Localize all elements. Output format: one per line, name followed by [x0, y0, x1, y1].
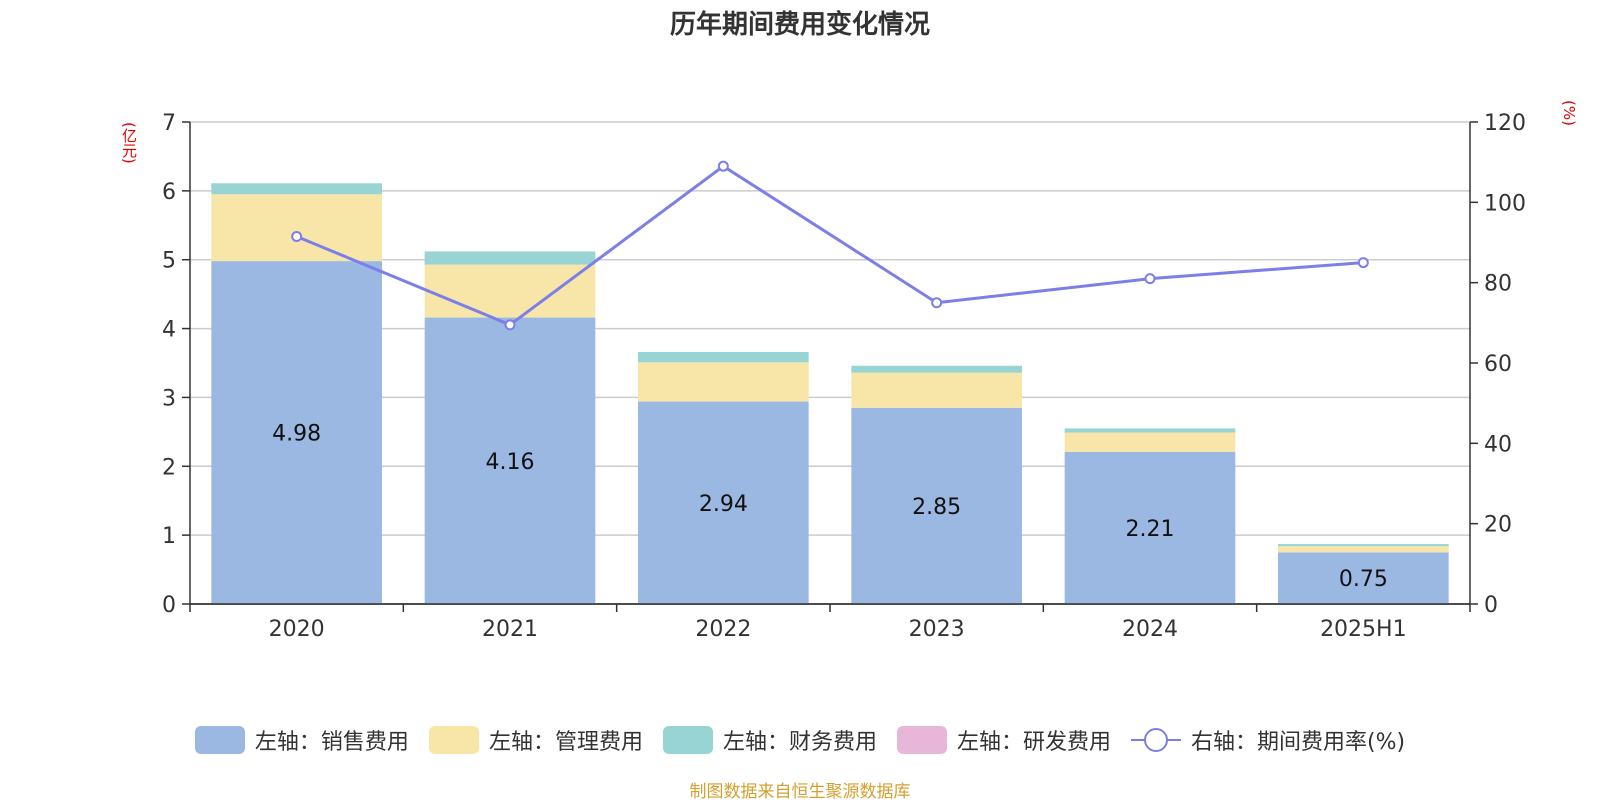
legend-item-admin[interactable]: 左轴：管理费用 — [428, 724, 643, 756]
bar-data-label: 4.16 — [486, 450, 535, 475]
source-note: 制图数据来自恒生聚源数据库 — [689, 782, 911, 802]
expense-rate-point — [931, 297, 943, 309]
left-axis-tick-label: 6 — [162, 180, 176, 205]
left-axis-tick-label: 0 — [162, 593, 176, 618]
left-axis-tick-label: 3 — [162, 386, 176, 411]
legend-item-expense-rate[interactable]: 右轴：期间费用率(%) — [1130, 724, 1406, 756]
bar-segment — [1064, 451, 1236, 604]
legend-swatch-rnd — [896, 726, 947, 754]
legend-label-admin: 左轴：管理费用 — [488, 730, 643, 755]
legend-label-expense-rate: 右轴：期间费用率(%) — [1190, 730, 1406, 755]
right-axis-unit: (%) — [1560, 100, 1578, 126]
bar-data-label: 2.94 — [699, 492, 748, 517]
legend-item-finance[interactable]: 左轴：财务费用 — [662, 724, 877, 756]
legend-item-rnd[interactable]: 左轴：研发费用 — [896, 724, 1111, 756]
legend-swatch-sales — [194, 726, 245, 754]
left-axis-tick-label: 2 — [162, 455, 176, 480]
right-axis-tick-label: 20 — [1484, 513, 1512, 538]
bar-segment — [1278, 552, 1449, 604]
bar-data-label: 2.21 — [1126, 517, 1175, 542]
chart-title: 历年期间费用变化情况 — [669, 10, 930, 40]
grid-lines — [190, 121, 1470, 605]
legend-item-sales[interactable]: 左轴：销售费用 — [194, 724, 409, 756]
right-axis-tick-label: 100 — [1484, 191, 1526, 216]
bar-series — [211, 183, 1449, 604]
right-axis-tick-label: 120 — [1484, 111, 1526, 136]
bar-segment — [851, 365, 1022, 373]
x-axis-tick-label: 2024 — [1122, 617, 1178, 642]
right-axis-tick-label: 40 — [1484, 432, 1512, 457]
bar-data-label: 2.85 — [912, 495, 961, 520]
expense-rate-point — [1144, 273, 1156, 285]
bar-segment — [424, 251, 596, 265]
bar-data-label: 4.98 — [272, 422, 321, 447]
left-axis-tick-label: 1 — [162, 524, 176, 549]
bar-segment — [1064, 432, 1236, 452]
bar-segment — [851, 407, 1022, 604]
x-axis-tick-label: 2022 — [695, 617, 751, 642]
legend-swatch-finance — [662, 726, 713, 754]
legend-label-sales: 左轴：销售费用 — [254, 730, 409, 755]
bar-segment — [1064, 428, 1236, 433]
legend-label-finance: 左轴：财务费用 — [722, 730, 877, 755]
expense-rate-point — [504, 319, 516, 331]
line-series — [291, 160, 1369, 331]
bar-segment — [1278, 546, 1449, 553]
right-axis-tick-label: 60 — [1484, 352, 1512, 377]
bar-segment — [851, 372, 1022, 408]
left-axis-tick-label: 5 — [162, 249, 176, 274]
bar-segment — [1278, 544, 1449, 547]
bar-segment — [424, 264, 596, 318]
bar-segment — [638, 362, 809, 402]
right-axis-tick-label: 80 — [1484, 272, 1512, 297]
left-axis-tick-label: 7 — [162, 111, 176, 136]
legend: 左轴：销售费用 左轴：管理费用 左轴：财务费用 左轴：研发费用 右轴：期间费用率… — [0, 724, 1600, 756]
bar-segment — [638, 351, 809, 363]
expense-rate-point — [291, 230, 303, 242]
expense-rate-point — [1357, 257, 1369, 269]
x-axis-tick-label: 2025H1 — [1320, 617, 1407, 642]
legend-label-rnd: 左轴：研发费用 — [956, 730, 1111, 755]
expense-rate-line — [296, 164, 1364, 327]
left-axis-tick-label: 4 — [162, 318, 176, 343]
bar-segment — [211, 194, 382, 262]
x-axis-tick-label: 2021 — [482, 617, 538, 642]
bar-data-label: 0.75 — [1339, 567, 1388, 592]
x-axis-tick-label: 2023 — [909, 617, 965, 642]
expense-rate-point — [717, 160, 729, 172]
legend-swatch-expense-rate — [1130, 726, 1181, 754]
bar-segment — [638, 401, 809, 604]
legend-swatch-admin — [428, 726, 479, 754]
left-axis-unit: (亿元) — [120, 122, 138, 164]
right-axis-tick-label: 0 — [1484, 593, 1498, 618]
axes: 0 1 2 3 4 5 6 7 0 20 40 60 80 100 120 2020 2021 2022 2023 2… — [162, 111, 1526, 642]
x-axis-tick-label: 2020 — [269, 617, 325, 642]
bar-segment — [424, 317, 596, 604]
bar-segment — [211, 183, 382, 195]
bar-labels: 4.98 4.16 2.94 2.85 2.21 0.75 — [272, 422, 1388, 593]
bar-segment — [211, 261, 382, 604]
chart-area: 4.98 4.16 2.94 2.85 2.21 0.75 0 1 2 3 4 5 6 7 0 20 40 60… — [162, 111, 1526, 642]
